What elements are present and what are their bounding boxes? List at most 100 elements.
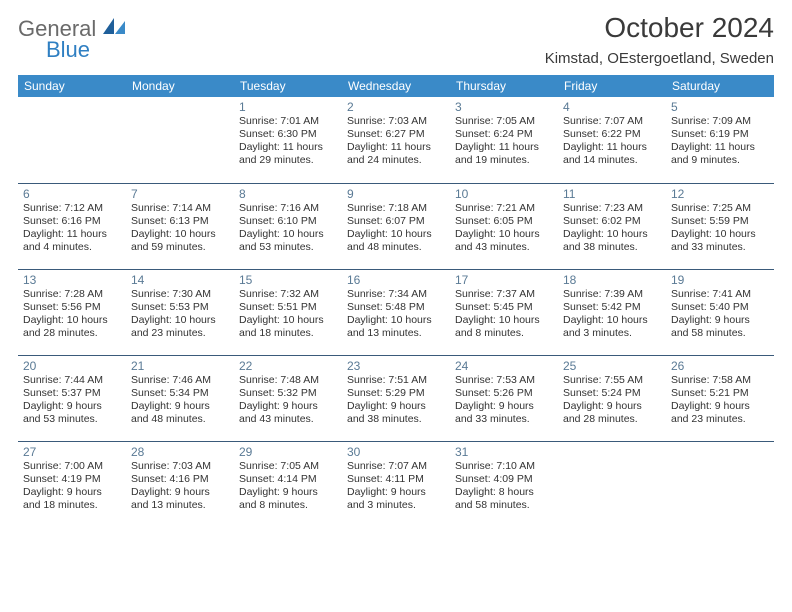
daylight-line: and 58 minutes.: [671, 327, 769, 340]
calendar-day-cell: 3Sunrise: 7:05 AMSunset: 6:24 PMDaylight…: [450, 97, 558, 183]
sunset-line: Sunset: 5:37 PM: [23, 387, 121, 400]
calendar-day-cell: 21Sunrise: 7:46 AMSunset: 5:34 PMDayligh…: [126, 355, 234, 441]
location: Kimstad, OEstergoetland, Sweden: [545, 50, 774, 67]
daylight-line: and 23 minutes.: [131, 327, 229, 340]
daylight-line: Daylight: 9 hours: [671, 314, 769, 327]
calendar-day-cell: 10Sunrise: 7:21 AMSunset: 6:05 PMDayligh…: [450, 183, 558, 269]
calendar-day-cell: 30Sunrise: 7:07 AMSunset: 4:11 PMDayligh…: [342, 441, 450, 527]
daylight-line: Daylight: 9 hours: [347, 400, 445, 413]
sunrise-line: Sunrise: 7:00 AM: [23, 460, 121, 473]
sunset-line: Sunset: 5:56 PM: [23, 301, 121, 314]
calendar-body: 1Sunrise: 7:01 AMSunset: 6:30 PMDaylight…: [18, 97, 774, 527]
sunset-line: Sunset: 5:48 PM: [347, 301, 445, 314]
sunset-line: Sunset: 6:30 PM: [239, 128, 337, 141]
daylight-line: and 4 minutes.: [23, 241, 121, 254]
daylight-line: Daylight: 10 hours: [455, 228, 553, 241]
sunrise-line: Sunrise: 7:10 AM: [455, 460, 553, 473]
sunrise-line: Sunrise: 7:58 AM: [671, 374, 769, 387]
sunrise-line: Sunrise: 7:12 AM: [23, 202, 121, 215]
daylight-line: and 8 minutes.: [455, 327, 553, 340]
calendar-week-row: 6Sunrise: 7:12 AMSunset: 6:16 PMDaylight…: [18, 183, 774, 269]
sunset-line: Sunset: 4:09 PM: [455, 473, 553, 486]
calendar-day-cell: 31Sunrise: 7:10 AMSunset: 4:09 PMDayligh…: [450, 441, 558, 527]
sunset-line: Sunset: 4:11 PM: [347, 473, 445, 486]
daylight-line: and 24 minutes.: [347, 154, 445, 167]
day-number: 6: [23, 187, 121, 201]
daylight-line: Daylight: 9 hours: [347, 486, 445, 499]
calendar-day-cell: 24Sunrise: 7:53 AMSunset: 5:26 PMDayligh…: [450, 355, 558, 441]
calendar-day-cell: 6Sunrise: 7:12 AMSunset: 6:16 PMDaylight…: [18, 183, 126, 269]
sunset-line: Sunset: 6:24 PM: [455, 128, 553, 141]
calendar-day-cell: 25Sunrise: 7:55 AMSunset: 5:24 PMDayligh…: [558, 355, 666, 441]
sunset-line: Sunset: 6:10 PM: [239, 215, 337, 228]
daylight-line: Daylight: 10 hours: [239, 314, 337, 327]
daylight-line: Daylight: 9 hours: [23, 400, 121, 413]
title-block: October 2024 Kimstad, OEstergoetland, Sw…: [545, 12, 774, 67]
sunrise-line: Sunrise: 7:37 AM: [455, 288, 553, 301]
sunrise-line: Sunrise: 7:41 AM: [671, 288, 769, 301]
day-number: 27: [23, 445, 121, 459]
sunrise-line: Sunrise: 7:07 AM: [563, 115, 661, 128]
sunrise-line: Sunrise: 7:44 AM: [23, 374, 121, 387]
calendar-day-cell: [666, 441, 774, 527]
sunset-line: Sunset: 5:26 PM: [455, 387, 553, 400]
logo: General Blue: [18, 18, 125, 61]
sunrise-line: Sunrise: 7:01 AM: [239, 115, 337, 128]
calendar-day-cell: 18Sunrise: 7:39 AMSunset: 5:42 PMDayligh…: [558, 269, 666, 355]
day-number: 12: [671, 187, 769, 201]
sunrise-line: Sunrise: 7:09 AM: [671, 115, 769, 128]
calendar-day-cell: 12Sunrise: 7:25 AMSunset: 5:59 PMDayligh…: [666, 183, 774, 269]
calendar-day-cell: 20Sunrise: 7:44 AMSunset: 5:37 PMDayligh…: [18, 355, 126, 441]
sunrise-line: Sunrise: 7:23 AM: [563, 202, 661, 215]
calendar-page: General Blue October 2024 Kimstad, OEste…: [0, 0, 792, 539]
daylight-line: Daylight: 11 hours: [23, 228, 121, 241]
calendar-week-row: 13Sunrise: 7:28 AMSunset: 5:56 PMDayligh…: [18, 269, 774, 355]
sunset-line: Sunset: 5:51 PM: [239, 301, 337, 314]
calendar-day-cell: 22Sunrise: 7:48 AMSunset: 5:32 PMDayligh…: [234, 355, 342, 441]
daylight-line: Daylight: 9 hours: [455, 400, 553, 413]
calendar-day-cell: 4Sunrise: 7:07 AMSunset: 6:22 PMDaylight…: [558, 97, 666, 183]
daylight-line: and 13 minutes.: [347, 327, 445, 340]
sunrise-line: Sunrise: 7:18 AM: [347, 202, 445, 215]
day-number: 19: [671, 273, 769, 287]
weekday-header: Monday: [126, 75, 234, 97]
sunset-line: Sunset: 6:13 PM: [131, 215, 229, 228]
calendar-day-cell: [18, 97, 126, 183]
sunset-line: Sunset: 6:02 PM: [563, 215, 661, 228]
day-number: 24: [455, 359, 553, 373]
calendar-day-cell: 26Sunrise: 7:58 AMSunset: 5:21 PMDayligh…: [666, 355, 774, 441]
calendar-day-cell: 15Sunrise: 7:32 AMSunset: 5:51 PMDayligh…: [234, 269, 342, 355]
sunrise-line: Sunrise: 7:30 AM: [131, 288, 229, 301]
daylight-line: and 48 minutes.: [131, 413, 229, 426]
day-number: 18: [563, 273, 661, 287]
sunset-line: Sunset: 6:19 PM: [671, 128, 769, 141]
daylight-line: and 53 minutes.: [23, 413, 121, 426]
daylight-line: Daylight: 10 hours: [347, 314, 445, 327]
day-number: 14: [131, 273, 229, 287]
calendar-day-cell: 11Sunrise: 7:23 AMSunset: 6:02 PMDayligh…: [558, 183, 666, 269]
daylight-line: Daylight: 8 hours: [455, 486, 553, 499]
calendar-day-cell: 9Sunrise: 7:18 AMSunset: 6:07 PMDaylight…: [342, 183, 450, 269]
sunrise-line: Sunrise: 7:32 AM: [239, 288, 337, 301]
sunrise-line: Sunrise: 7:05 AM: [239, 460, 337, 473]
calendar-day-cell: 29Sunrise: 7:05 AMSunset: 4:14 PMDayligh…: [234, 441, 342, 527]
sunrise-line: Sunrise: 7:53 AM: [455, 374, 553, 387]
daylight-line: and 59 minutes.: [131, 241, 229, 254]
sunset-line: Sunset: 5:45 PM: [455, 301, 553, 314]
sunrise-line: Sunrise: 7:03 AM: [347, 115, 445, 128]
sunset-line: Sunset: 6:27 PM: [347, 128, 445, 141]
day-number: 8: [239, 187, 337, 201]
sunset-line: Sunset: 6:16 PM: [23, 215, 121, 228]
daylight-line: Daylight: 9 hours: [131, 486, 229, 499]
weekday-header: Saturday: [666, 75, 774, 97]
sunset-line: Sunset: 6:22 PM: [563, 128, 661, 141]
calendar-day-cell: 1Sunrise: 7:01 AMSunset: 6:30 PMDaylight…: [234, 97, 342, 183]
daylight-line: and 43 minutes.: [239, 413, 337, 426]
weekday-header: Thursday: [450, 75, 558, 97]
day-number: 3: [455, 100, 553, 114]
calendar-day-cell: 5Sunrise: 7:09 AMSunset: 6:19 PMDaylight…: [666, 97, 774, 183]
day-number: 10: [455, 187, 553, 201]
calendar-table: Sunday Monday Tuesday Wednesday Thursday…: [18, 75, 774, 527]
logo-word-2: Blue: [46, 39, 125, 61]
calendar-day-cell: 23Sunrise: 7:51 AMSunset: 5:29 PMDayligh…: [342, 355, 450, 441]
